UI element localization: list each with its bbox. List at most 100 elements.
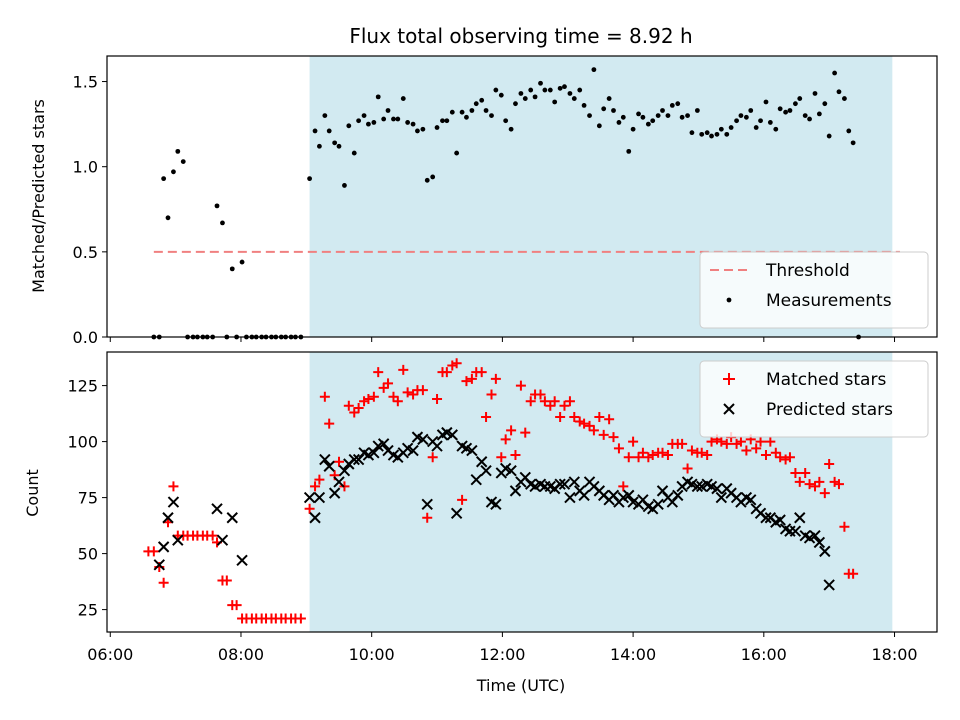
matched-star-point [574,416,585,427]
matched-star-point [432,394,443,405]
matched-star-point [569,411,580,422]
matched-star-point [814,476,825,487]
measurement-point [802,113,808,119]
measurement-point [758,118,763,124]
y-tick-label: 0.5 [73,243,98,262]
matched-star-point [741,445,752,456]
ratio-panel: 0.0 0.5 1.0 1.5 Threshold Measurements [73,55,938,347]
matched-star-point [231,600,242,611]
matched-star-point [506,425,517,436]
measurement-point [161,176,167,182]
matched-star-point [539,396,550,407]
measurement-point [552,99,558,105]
matched-star-point [515,380,526,391]
predicted-star-point [480,465,492,477]
legend-label: Predicted stars [766,400,893,420]
matched-star-point [520,427,531,438]
measurement-point [665,113,671,119]
measurement-point [391,116,396,122]
measurement-point [508,126,514,132]
measurement-point [180,159,186,164]
legend-matched-swatch [723,373,735,385]
measurement-point [850,140,856,146]
matched-star-point [833,479,844,490]
y-tick-label: 50 [78,545,98,564]
measurement-point [503,118,509,124]
legend-label: Matched stars [766,370,886,390]
measurement-point [846,128,852,134]
measurement-point [434,125,440,130]
measurement-point [479,97,485,103]
measurement-point [660,108,665,113]
matched-star-point [637,447,648,458]
measurement-point [636,111,641,117]
measurement-point [459,109,465,115]
measurement-point [699,131,705,137]
measurement-point [532,94,538,100]
matched-star-point [770,447,781,458]
measurement-point [326,128,332,134]
measurement-point [743,114,749,120]
matched-star-point [221,575,232,586]
measurement-point [351,150,357,156]
matched-star-point [588,425,599,436]
measurement-point [229,266,235,272]
matched-star-point [422,512,433,523]
matched-star-point [441,367,452,378]
measurement-point [832,70,838,76]
measurement-point [797,96,803,101]
predicted-star-point [162,512,174,524]
matched-star-point [481,411,492,422]
matched-star-point [158,577,169,588]
measurement-point [616,120,622,125]
measurement-point [239,259,245,265]
measurement-point [601,106,607,112]
x-tick-label: 16:00 [741,645,787,664]
predicted-star-point [819,545,831,558]
plot-frame [106,55,938,338]
measurement-point [454,150,460,156]
measurement-point [371,120,377,125]
matched-star-point [349,407,360,418]
predicted-star-point [470,473,482,486]
matched-star-point [496,452,507,463]
matched-star-point [579,418,590,429]
matched-star-point [408,389,419,400]
matched-star-point [545,400,556,411]
predicted-star-point [564,491,576,504]
measurement-point [165,215,171,221]
matched-star-point [784,452,795,463]
measurement-point [175,148,181,154]
matched-star-point [584,420,595,431]
matched-star-point [549,396,560,407]
matched-star-point [618,481,629,492]
matched-star-point [594,411,605,422]
matched-star-point [486,389,497,400]
matched-star-point [647,450,658,461]
predicted-star-point [623,489,635,502]
measurement-point [420,126,426,132]
matched-star-point [490,373,501,384]
matched-star-point [359,396,370,407]
matched-star-point [735,436,746,447]
matched-star-point [500,434,511,445]
predicted-star-point [377,438,390,450]
measurement-point [332,140,338,146]
predicted-star-point [167,496,180,508]
x-tick-label: 14:00 [610,645,656,664]
measurement-point [581,102,587,108]
matched-star-point [353,403,364,413]
measurement-point [322,113,328,119]
matched-star-point [657,447,668,458]
y-tick-label: 125 [67,377,98,396]
predicted-star-point [333,476,345,488]
predicted-star-point [303,491,316,504]
measurement-point [734,118,739,124]
matched-star-point [608,432,619,443]
measurement-point [489,113,494,119]
measurement-point [444,118,450,124]
measurement-point [816,111,822,117]
matched-star-point [559,400,570,411]
measurement-point [587,113,592,119]
